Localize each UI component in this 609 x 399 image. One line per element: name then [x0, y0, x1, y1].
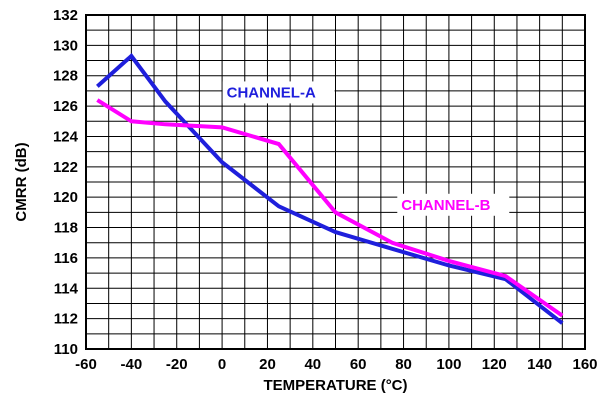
- grid-lines: [85, 14, 586, 350]
- x-tick-label: 20: [259, 356, 276, 373]
- y-tick-label: 118: [54, 220, 78, 237]
- x-tick-label: 100: [436, 356, 461, 373]
- series-layer: [96, 53, 564, 325]
- y-tick-label: 110: [54, 341, 78, 358]
- x-tick-label: -20: [166, 356, 188, 373]
- y-tick-label: 112: [54, 311, 78, 328]
- plot-frame: [85, 14, 586, 350]
- series-label-channel-a: CHANNEL-A: [227, 84, 316, 101]
- y-tick-label: 114: [54, 280, 79, 297]
- series-label-background: [222, 81, 335, 104]
- y-tick-label: 124: [53, 128, 79, 145]
- series-label-background: [397, 193, 510, 216]
- x-axis-title: TEMPERATURE (°C): [263, 377, 407, 394]
- series-line-channel-b: [96, 98, 564, 318]
- y-tick-label: 126: [53, 98, 78, 115]
- series-label-channel-b: CHANNEL-B: [401, 197, 490, 214]
- x-tick-label: -60: [75, 356, 97, 373]
- series-labels: CHANNEL-A CHANNEL-B: [222, 81, 510, 216]
- y-tick-label: 132: [53, 7, 78, 24]
- x-tick-label: 120: [482, 356, 507, 373]
- y-tick-labels: 110 112 114 116 118 120 122 124 126 128 130 132: [53, 7, 79, 358]
- y-tick-label: 122: [53, 159, 78, 176]
- x-tick-labels: -60 -40 -20 0 20 40 60 80 100 120 140 160: [75, 356, 597, 373]
- x-tick-label: 0: [218, 356, 226, 373]
- x-tick-label: 80: [395, 356, 412, 373]
- series-line-channel-a: [96, 53, 564, 325]
- y-tick-label: 120: [53, 189, 78, 206]
- y-tick-label: 130: [53, 37, 78, 54]
- y-tick-label: 116: [54, 250, 78, 267]
- x-tick-label: 140: [527, 356, 552, 373]
- x-tick-label: 60: [350, 356, 367, 373]
- x-tick-label: -40: [121, 356, 143, 373]
- x-tick-label: 40: [304, 356, 321, 373]
- y-tick-label: 128: [53, 68, 78, 85]
- x-tick-label: 160: [572, 356, 597, 373]
- y-axis-title: CMRR (dB): [13, 142, 30, 221]
